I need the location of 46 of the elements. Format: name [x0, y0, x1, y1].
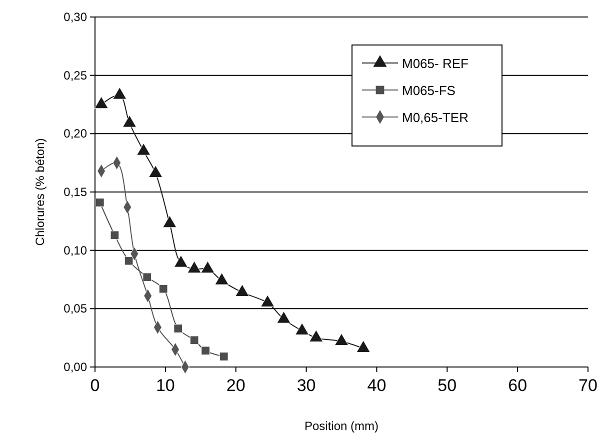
y-tick-label: 0,30 — [64, 10, 88, 24]
point — [142, 272, 152, 282]
point — [309, 330, 324, 342]
point — [110, 230, 120, 240]
x-axis-title: Position (mm) — [304, 419, 379, 433]
point — [214, 272, 229, 285]
point — [94, 96, 108, 109]
point — [136, 143, 151, 156]
legend-label: M0,65-TER — [402, 110, 468, 125]
point — [219, 352, 228, 361]
point — [174, 324, 183, 333]
y-tick-label: 0,10 — [64, 243, 88, 258]
point — [158, 284, 168, 294]
point — [276, 311, 291, 324]
x-tick-label: 50 — [438, 376, 457, 395]
legend-label: M065-FS — [402, 83, 456, 98]
point — [235, 284, 250, 297]
point — [201, 346, 210, 356]
point — [124, 256, 134, 266]
point — [356, 340, 370, 353]
y-tick-label: 0,25 — [64, 68, 88, 82]
y-tick-label: 0,00 — [64, 360, 88, 374]
x-tick-label: 10 — [156, 376, 175, 395]
x-tick-label: 60 — [508, 376, 528, 395]
point — [190, 336, 199, 345]
point — [334, 333, 349, 346]
y-tick-label: 0,05 — [64, 302, 88, 316]
x-tick-label: 30 — [296, 376, 316, 395]
y-tick-label: 0,20 — [64, 126, 88, 141]
x-tick-label: 20 — [226, 376, 246, 395]
point — [162, 215, 177, 228]
y-axis-title: Chlorures (% béton) — [33, 138, 47, 246]
point — [122, 115, 137, 128]
legend-label: M065- REF — [402, 56, 469, 71]
point — [95, 198, 104, 207]
point — [112, 87, 127, 100]
point — [174, 255, 188, 268]
point — [187, 260, 202, 274]
point — [260, 294, 275, 308]
point — [148, 165, 163, 178]
x-tick-label: 70 — [578, 376, 598, 395]
point — [200, 260, 215, 274]
point — [295, 322, 310, 336]
y-tick-label: 0,15 — [64, 185, 88, 199]
x-tick-label: 0 — [90, 376, 100, 395]
x-tick-label: 40 — [367, 376, 386, 395]
